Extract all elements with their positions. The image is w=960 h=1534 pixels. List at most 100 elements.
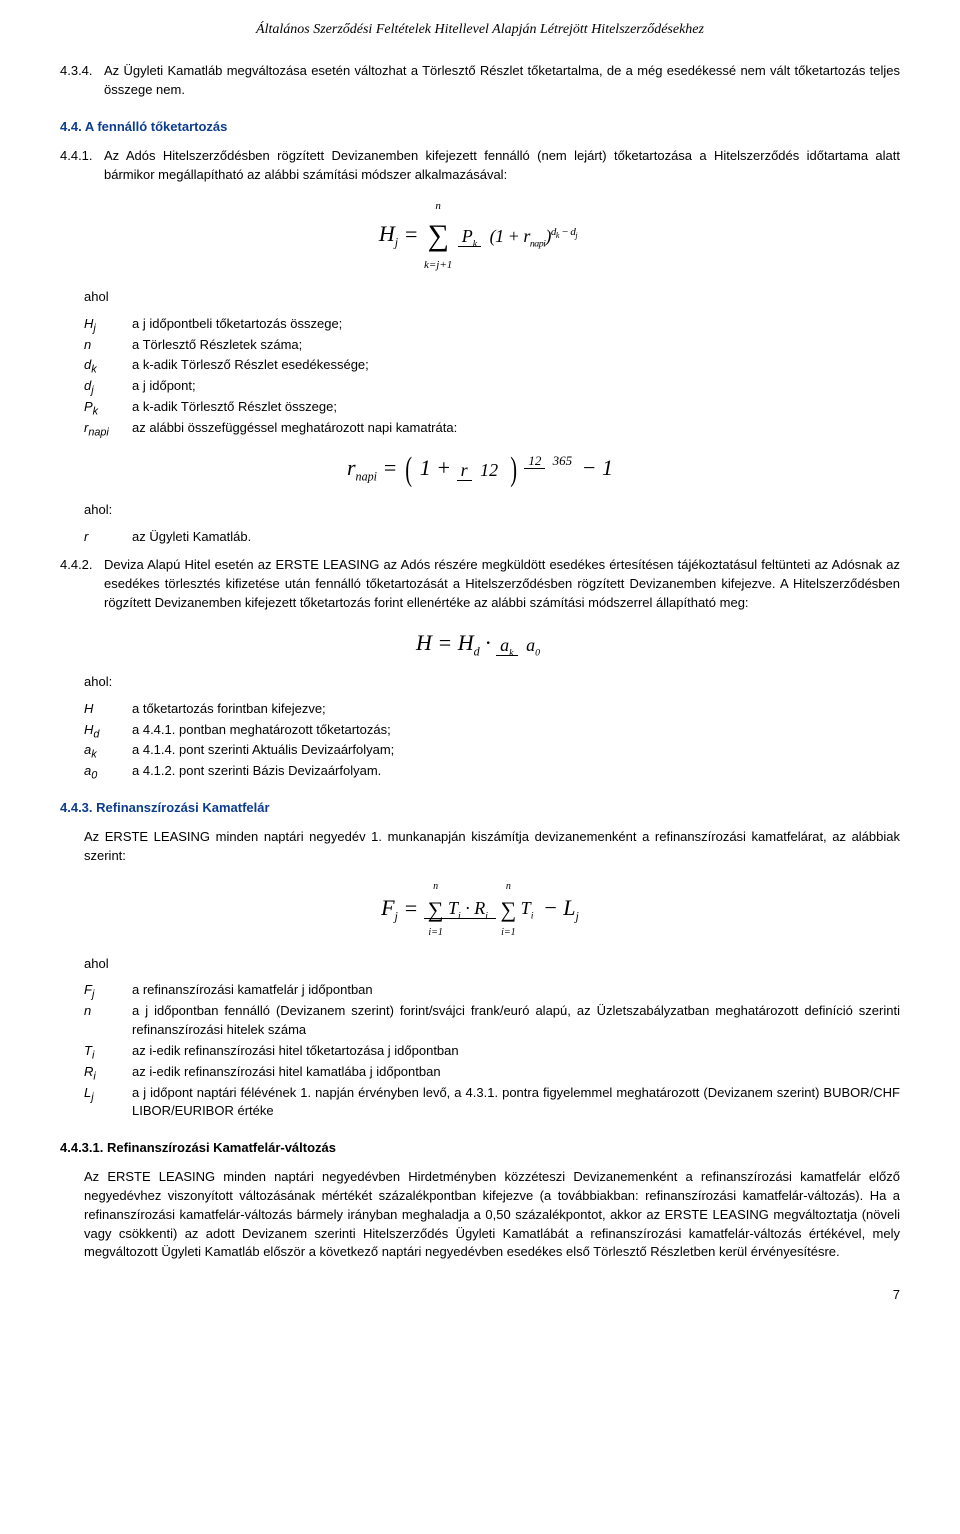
formula-fj: Fj = n ∑ i=1 Ti · Ri n ∑ i=1 Ti <box>60 880 900 941</box>
sigma-icon: ∑ <box>500 897 516 922</box>
right-paren-icon: ) <box>510 453 517 487</box>
def-row: Tiaz i-edik refinanszírozási hitel tőket… <box>84 1042 900 1061</box>
def-row: dka k-adik Törlesző Részlet esedékessége… <box>84 356 900 375</box>
running-header: Általános Szerződési Feltételek Hitellev… <box>60 20 900 40</box>
def-symbol: r <box>84 528 132 547</box>
section-4-4-3-heading: 4.4.3. Refinanszírozási Kamatfelár <box>60 799 900 818</box>
def-desc: az Ügyleti Kamatláb. <box>132 528 900 547</box>
def-row: na Törlesztő Részletek száma; <box>84 336 900 355</box>
def-symbol: Ti <box>84 1042 132 1061</box>
big-fraction: n ∑ i=1 Ti · Ri n ∑ i=1 Ti <box>424 880 538 941</box>
summation-block: n ∑ k=j+1 <box>424 199 452 274</box>
def-symbol: Lj <box>84 1084 132 1122</box>
formula-lhs: Hj <box>379 221 398 246</box>
base-inner: 1 + <box>420 455 451 480</box>
paragraph-4-4-3-1: Az ERSTE LEASING minden naptári negyedév… <box>84 1168 900 1262</box>
formula-hj-sum: Hj = n ∑ k=j+1 Pk (1 + rnapi)dk − dj <box>60 199 900 274</box>
para-body: Deviza Alapú Hitel esetén az ERSTE LEASI… <box>104 556 900 613</box>
para-body: Az Ügyleti Kamatláb megváltozása esetén … <box>104 62 900 100</box>
def-symbol: Pk <box>84 398 132 417</box>
dot-operator: · <box>485 630 496 655</box>
fraction-block: ak a0 <box>496 632 544 658</box>
def-row: aka 4.1.4. pont szerinti Aktuális Deviza… <box>84 741 900 760</box>
def-symbol: dj <box>84 377 132 396</box>
fraction-denominator: 12 <box>476 460 502 480</box>
equals-sign: = <box>383 455 403 480</box>
exponent-fraction: 12 365 <box>524 444 576 476</box>
fraction-numerator: ak <box>496 635 517 656</box>
equals-sign: = <box>404 221 424 246</box>
sigma-icon: ∑ <box>427 219 448 252</box>
fraction-numerator: n ∑ i=1 Ti · Ri <box>424 898 497 919</box>
fraction-numerator: r <box>457 460 472 481</box>
para-number: 4.4.2. <box>60 556 104 613</box>
formula-rnapi: rnapi = ( 1 + r 12 ) 12 365 − 1 <box>60 452 900 487</box>
fraction-block: Pk (1 + rnapi)dk − dj <box>458 223 581 249</box>
def-row: Lja j időpont naptári félévének 1. napjá… <box>84 1084 900 1122</box>
def-desc: a tőketartozás forintban kifejezve; <box>132 700 900 719</box>
def-row: Hda 4.4.1. pontban meghatározott tőketar… <box>84 721 900 740</box>
def-symbol: rnapi <box>84 419 132 438</box>
def-desc: a j időpont; <box>132 377 900 396</box>
section-4-4-heading: 4.4. A fennálló tőketartozás <box>60 118 900 137</box>
def-row: Riaz i-edik refinanszírozási hitel kamat… <box>84 1063 900 1082</box>
def-desc: az alábbi összefüggéssel meghatározott n… <box>132 419 900 438</box>
def-row: raz Ügyleti Kamatláb. <box>84 528 900 547</box>
def-symbol: ak <box>84 741 132 760</box>
para-body: Az Adós Hitelszerződésben rögzített Devi… <box>104 147 900 185</box>
def-desc: az i-edik refinanszírozási hitel tőketar… <box>132 1042 900 1061</box>
def-row: Hja j időpontbeli tőketartozás összege; <box>84 315 900 334</box>
definition-list-1: Hja j időpontbeli tőketartozás összege; … <box>84 315 900 438</box>
def-desc: a k-adik Törlesző Részlet esedékessége; <box>132 356 900 375</box>
fraction-numerator: 12 <box>524 453 545 469</box>
def-row: dja j időpont; <box>84 377 900 396</box>
def-desc: a 4.1.4. pont szerinti Aktuális Devizaár… <box>132 741 900 760</box>
def-row: a0a 4.1.2. pont szerinti Bázis Devizaárf… <box>84 762 900 781</box>
section-4-4-3-1-heading: 4.4.3.1. Refinanszírozási Kamatfelár-vál… <box>60 1139 900 1158</box>
def-intro-3: ahol: <box>84 673 900 692</box>
def-desc: a j időpontban fennálló (Devizanem szeri… <box>132 1002 900 1040</box>
def-symbol: n <box>84 336 132 355</box>
def-row: na j időpontban fennálló (Devizanem szer… <box>84 1002 900 1040</box>
para-number: 4.4.1. <box>60 147 104 185</box>
paragraph-4-4-1: 4.4.1. Az Adós Hitelszerződésben rögzíte… <box>60 147 900 185</box>
fraction-denominator: 365 <box>549 453 577 468</box>
def-symbol: Fj <box>84 981 132 1000</box>
def-symbol: n <box>84 1002 132 1040</box>
def-desc: a j időpontbeli tőketartozás összege; <box>132 315 900 334</box>
formula-tail: − 1 <box>582 455 613 480</box>
document-page: Általános Szerződési Feltételek Hitellev… <box>0 0 960 1325</box>
def-desc: a Törlesztő Részletek száma; <box>132 336 900 355</box>
fraction-denominator: a0 <box>522 635 544 655</box>
formula-lhs: rnapi <box>347 455 377 480</box>
formula-lhs: Fj <box>381 895 398 920</box>
sum-upper-limit: n <box>424 199 452 215</box>
def-row: Pka k-adik Törlesztő Részlet összege; <box>84 398 900 417</box>
def-intro-1: ahol <box>84 288 900 307</box>
left-paren-icon: ( <box>405 453 412 487</box>
formula-h-hd: H = Hd · ak a0 <box>60 627 900 659</box>
definition-list-3: Ha tőketartozás forintban kifejezve; Hda… <box>84 700 900 781</box>
def-desc: a refinanszírozási kamatfelár j időpontb… <box>132 981 900 1000</box>
inner-fraction: r 12 <box>457 457 503 483</box>
page-number: 7 <box>60 1286 900 1305</box>
fraction-numerator: Pk <box>458 226 481 247</box>
def-symbol: Hd <box>84 721 132 740</box>
def-symbol: a0 <box>84 762 132 781</box>
fraction-denominator: (1 + rnapi)dk − dj <box>486 226 581 246</box>
def-intro-4: ahol <box>84 955 900 974</box>
def-desc: a 4.4.1. pontban meghatározott tőketarto… <box>132 721 900 740</box>
para-number: 4.3.4. <box>60 62 104 100</box>
def-row: Ha tőketartozás forintban kifejezve; <box>84 700 900 719</box>
def-symbol: Hj <box>84 315 132 334</box>
def-row: rnapiaz alábbi összefüggéssel meghatároz… <box>84 419 900 438</box>
paragraph-4-4-2: 4.4.2. Deviza Alapú Hitel esetén az ERST… <box>60 556 900 613</box>
formula-tail: − Lj <box>543 895 579 920</box>
def-symbol: H <box>84 700 132 719</box>
def-intro-2: ahol: <box>84 501 900 520</box>
def-desc: a 4.1.2. pont szerinti Bázis Devizaárfol… <box>132 762 900 781</box>
def-desc: az i-edik refinanszírozási hitel kamatlá… <box>132 1063 900 1082</box>
sum-lower-limit: k=j+1 <box>424 258 452 274</box>
paragraph-4-4-3-intro: Az ERSTE LEASING minden naptári negyedév… <box>84 828 900 866</box>
sigma-icon: ∑ <box>428 897 444 922</box>
